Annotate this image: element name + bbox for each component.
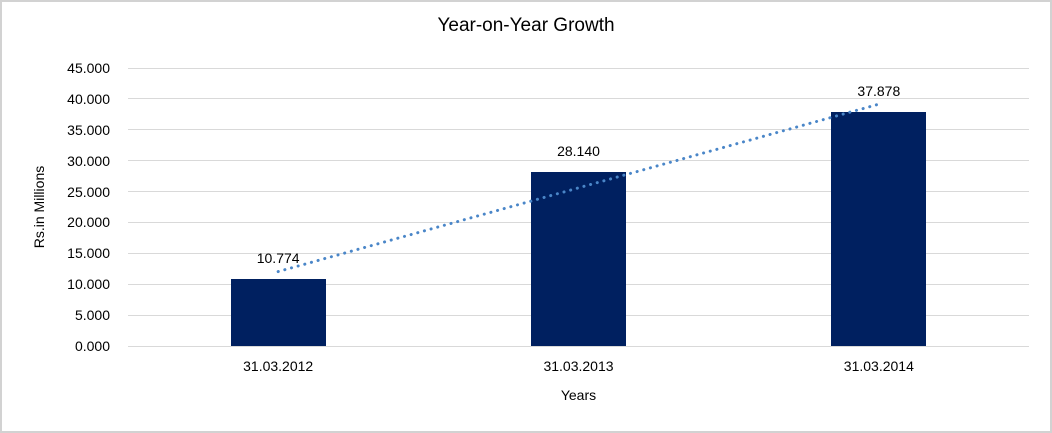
gridline [128, 129, 1029, 131]
chart-title: Year-on-Year Growth [437, 15, 615, 36]
y-axis-tick-label: 40.000 [67, 90, 110, 107]
y-axis-tick-label: 30.000 [67, 152, 110, 169]
gridline [128, 98, 1029, 100]
bar-31.03.2014 [831, 111, 927, 346]
y-axis-tick-label: 45.000 [67, 60, 110, 76]
y-axis-tick-label: 0.000 [74, 338, 110, 354]
x-axis-title: Years [560, 387, 597, 403]
y-axis-tick-label: 25.000 [67, 183, 110, 200]
gridline [128, 67, 1029, 69]
gridline [128, 160, 1029, 162]
data-label: 37.878 [857, 82, 901, 99]
x-axis-tick-label: 31.03.2013 [543, 358, 614, 374]
x-axis-tick-label: 31.03.2014 [843, 358, 914, 374]
y-axis-tick-label: 5.000 [74, 307, 110, 324]
x-axis-tick-label: 31.03.2012 [243, 358, 314, 374]
y-axis-tick-label: 10.000 [67, 276, 110, 293]
bar-31.03.2013 [531, 172, 626, 346]
y-axis-title: Rs.in Millions [31, 165, 47, 249]
bar-31.03.2012 [230, 279, 326, 346]
y-axis-tick-label: 35.000 [67, 121, 110, 138]
gridline [128, 345, 1029, 347]
plot-area [128, 67, 1029, 347]
y-axis-tick-label: 20.000 [67, 214, 110, 231]
trendline [276, 102, 881, 274]
data-label: 10.774 [256, 250, 300, 267]
y-axis-tick-label: 15.000 [67, 245, 110, 262]
data-label: 28.140 [557, 143, 600, 160]
